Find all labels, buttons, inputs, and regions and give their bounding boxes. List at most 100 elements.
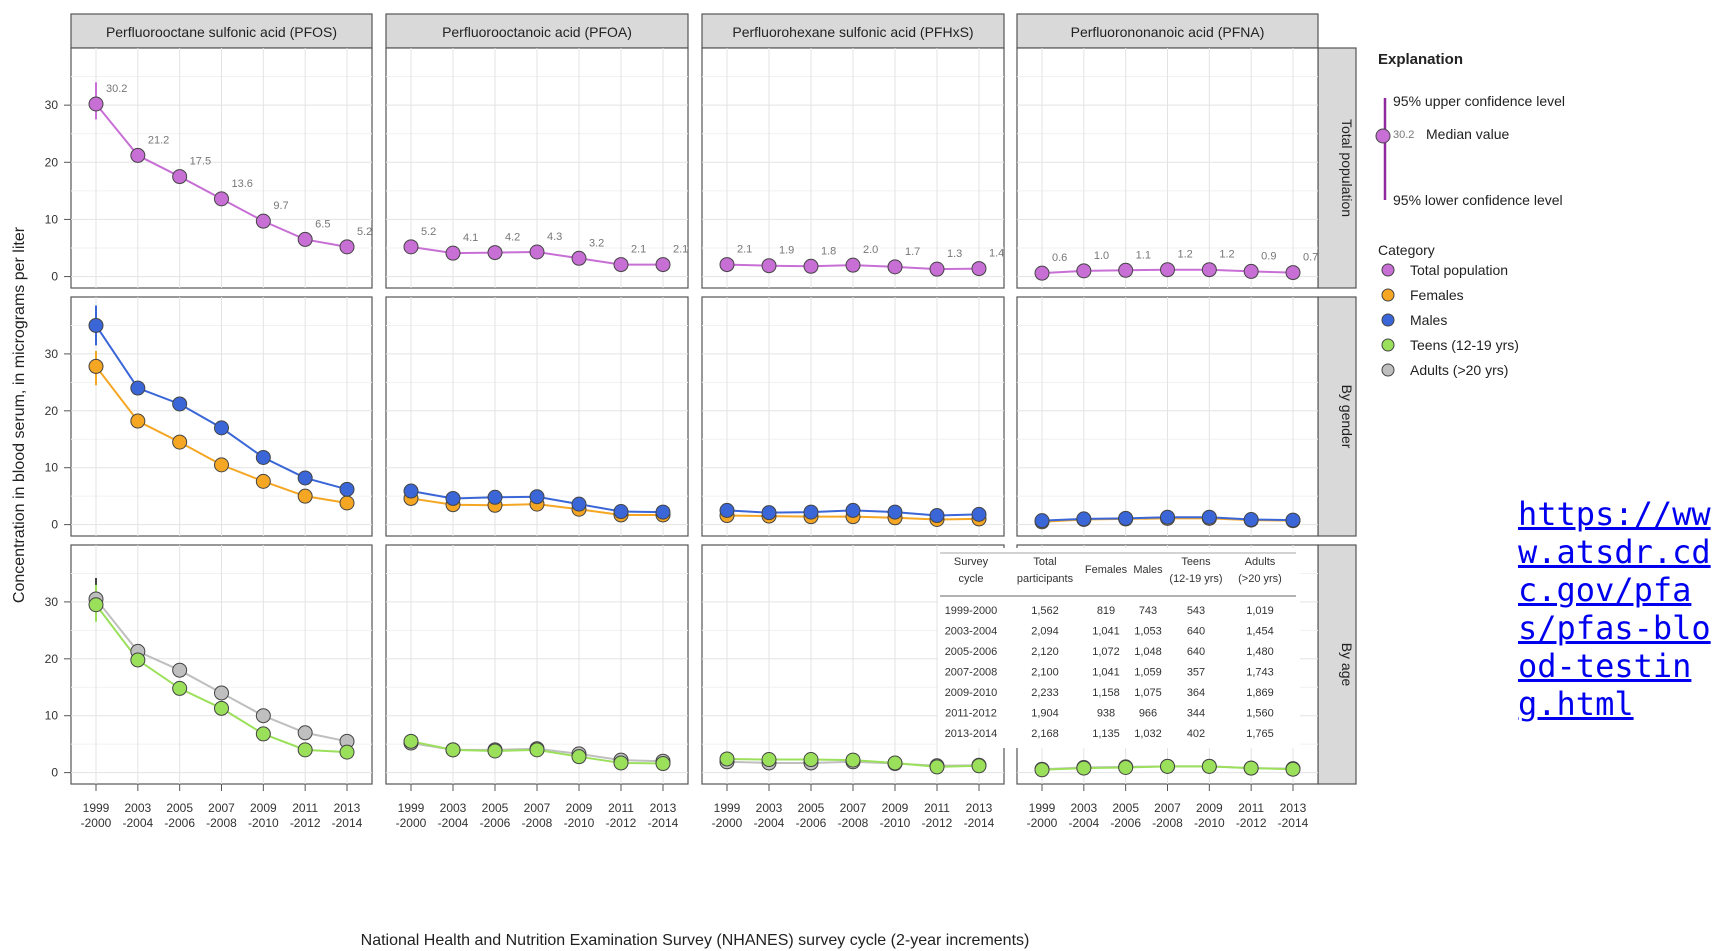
table-cell: 1,019 bbox=[1246, 605, 1274, 617]
point-teens bbox=[571, 749, 587, 765]
point-total bbox=[214, 191, 229, 207]
point-adults bbox=[255, 708, 271, 724]
table-cell: 743 bbox=[1139, 605, 1157, 617]
legend-item-males: Males bbox=[1410, 312, 1447, 328]
point-total bbox=[571, 250, 587, 266]
table-cell: 2007-2008 bbox=[945, 667, 998, 679]
x-tick-label: 2007 bbox=[1154, 801, 1181, 815]
legend-lower-label: 95% lower confidence level bbox=[1393, 192, 1563, 208]
data-label: 4.1 bbox=[463, 232, 478, 244]
point-males bbox=[172, 396, 188, 412]
x-tick-label: 1999 bbox=[83, 801, 110, 815]
facet-strip-col-1 bbox=[385, 13, 689, 49]
point-total bbox=[1285, 265, 1301, 281]
point-total bbox=[403, 239, 419, 255]
point-teens bbox=[88, 597, 104, 613]
data-label: 2.1 bbox=[737, 244, 752, 256]
table-cell: 1,075 bbox=[1134, 687, 1162, 699]
legend-swatch-total bbox=[1381, 263, 1395, 277]
x-tick-label: 2005 bbox=[482, 801, 509, 815]
table-cell: 2,120 bbox=[1031, 646, 1059, 658]
x-tick-label: 2013 bbox=[1280, 801, 1307, 815]
legend-swatch-females bbox=[1381, 288, 1395, 302]
x-tick-label: 2003 bbox=[1070, 801, 1097, 815]
point-males bbox=[1285, 512, 1301, 528]
legend-title: Explanation bbox=[1378, 51, 1463, 68]
x-tick-label: -2008 bbox=[1152, 816, 1183, 830]
panel-gender-2 bbox=[701, 296, 1005, 537]
point-teens bbox=[1201, 758, 1217, 774]
legend-item-teens: Teens (12-19 yrs) bbox=[1410, 337, 1519, 353]
x-tick-label: -2008 bbox=[522, 816, 553, 830]
table-cell: 1,869 bbox=[1246, 687, 1274, 699]
table-cell: 2009-2010 bbox=[945, 687, 998, 699]
x-tick-label: -2006 bbox=[796, 816, 827, 830]
source-url-link[interactable]: https://www.atsdr.cdc.gov/pfas/pfas-bloo… bbox=[1518, 495, 1711, 723]
data-label: 0.9 bbox=[1261, 250, 1276, 262]
legend-sample-value: 30.2 bbox=[1393, 129, 1414, 141]
table-header: cycle bbox=[958, 573, 983, 585]
table-cell: 2,094 bbox=[1031, 626, 1059, 638]
x-tick-label: -2012 bbox=[922, 816, 953, 830]
panel-gender-1 bbox=[385, 296, 689, 537]
point-males bbox=[1034, 513, 1050, 529]
point-total bbox=[613, 257, 629, 273]
point-total bbox=[655, 257, 671, 273]
data-label: 17.5 bbox=[190, 156, 211, 168]
data-label: 1.9 bbox=[779, 245, 794, 257]
point-males bbox=[1201, 509, 1217, 525]
data-label: 30.2 bbox=[106, 83, 127, 95]
point-total bbox=[445, 245, 461, 261]
data-label: 0.7 bbox=[1303, 252, 1318, 264]
data-label: 3.2 bbox=[589, 237, 604, 249]
facet-row-title-2: By age bbox=[1339, 643, 1355, 687]
x-tick-label: -2010 bbox=[880, 816, 911, 830]
x-tick-label: 2011 bbox=[608, 801, 634, 815]
x-tick-label: -2000 bbox=[1027, 816, 1058, 830]
point-teens bbox=[1034, 762, 1050, 778]
data-label: 5.2 bbox=[357, 226, 372, 238]
x-tick-label: -2000 bbox=[712, 816, 743, 830]
x-tick-label: -2010 bbox=[1194, 816, 1225, 830]
x-tick-label: -2012 bbox=[606, 816, 637, 830]
point-teens bbox=[172, 680, 188, 696]
point-total bbox=[255, 213, 271, 229]
table-header: Males bbox=[1133, 564, 1163, 576]
point-teens bbox=[887, 755, 903, 771]
x-tick-label: 2005 bbox=[798, 801, 825, 815]
table-header: participants bbox=[1017, 573, 1074, 585]
x-tick-label: -2012 bbox=[1236, 816, 1267, 830]
point-total bbox=[845, 257, 861, 273]
x-tick-label: -2012 bbox=[290, 816, 321, 830]
point-males bbox=[1076, 511, 1092, 527]
x-tick-label: 2003 bbox=[440, 801, 467, 815]
x-tick-label: 2011 bbox=[1238, 801, 1264, 815]
facet-col-title-1: Perfluorooctanoic acid (PFOA) bbox=[442, 24, 632, 40]
point-adults bbox=[172, 662, 188, 678]
point-total bbox=[1118, 262, 1134, 278]
facet-row-title-0: Total population bbox=[1339, 119, 1355, 217]
point-total bbox=[1076, 263, 1092, 279]
point-males bbox=[719, 502, 735, 518]
legend-swatch-males bbox=[1381, 313, 1395, 327]
table-cell: 2,100 bbox=[1031, 667, 1059, 679]
point-total bbox=[1201, 262, 1217, 278]
point-males bbox=[339, 481, 355, 497]
point-teens bbox=[487, 743, 503, 759]
panel-total-0: 30.2 21.2 17.5 13.6 9.7 6.5 5.2 bbox=[70, 47, 373, 289]
facet-col-title-0: Perfluorooctane sulfonic acid (PFOS) bbox=[106, 24, 337, 40]
x-tick-label: 2009 bbox=[882, 801, 909, 815]
y-tick-label: 10 bbox=[45, 212, 59, 226]
table-cell: 2,233 bbox=[1031, 687, 1059, 699]
point-total bbox=[172, 169, 188, 185]
x-tick-label: -2004 bbox=[1068, 816, 1099, 830]
point-males bbox=[929, 508, 945, 524]
participants-table: Survey cycle Total participants Females Males… bbox=[938, 548, 1300, 748]
point-males bbox=[571, 496, 587, 512]
x-tick-label: 1999 bbox=[398, 801, 425, 815]
table-background bbox=[938, 548, 1300, 748]
table-cell: 2011-2012 bbox=[945, 708, 997, 720]
legend-upper-label: 95% upper confidence level bbox=[1393, 93, 1565, 109]
point-total bbox=[929, 261, 945, 277]
data-label: 13.6 bbox=[232, 178, 253, 190]
